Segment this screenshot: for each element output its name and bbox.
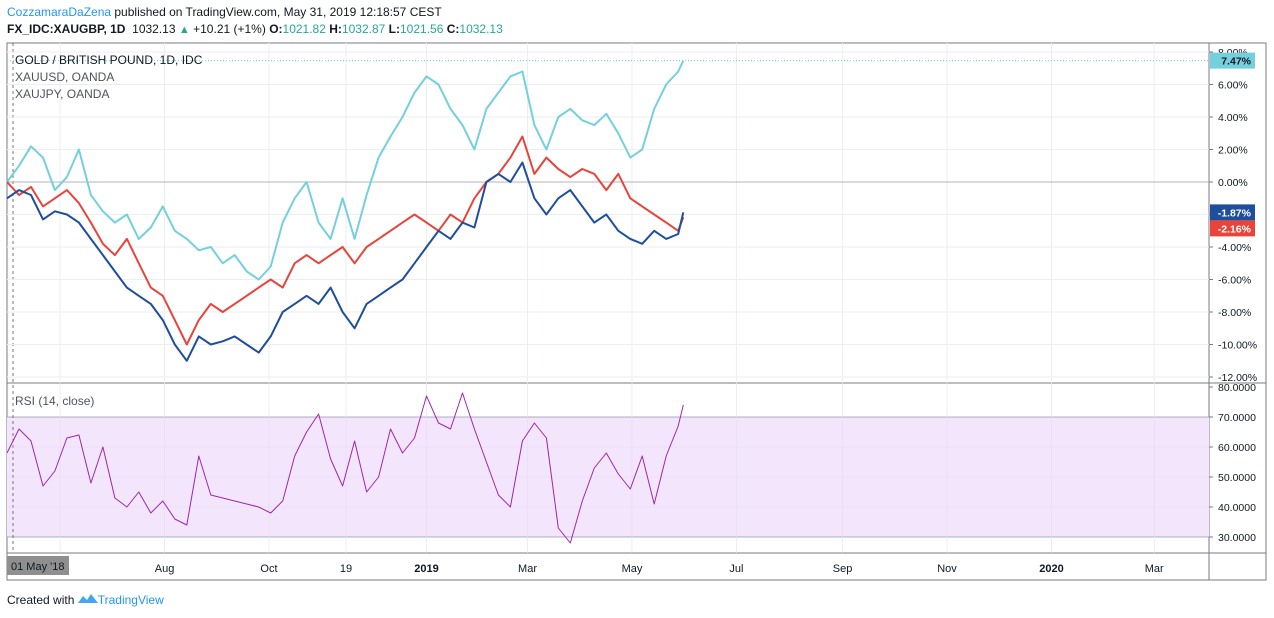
series-line-xaugbp [6, 161, 685, 362]
price-label-xaujpy: 7.47% [1221, 56, 1251, 68]
triangle-up-icon: ▲ [178, 24, 190, 36]
y-tick-label: 6.00% [1218, 80, 1248, 92]
publish-header: CozzamaraDaZena published on TradingView… [7, 5, 442, 19]
high-label: H: [329, 22, 342, 36]
tradingview-logo-icon [77, 594, 98, 603]
high-value: 1032.87 [341, 22, 386, 36]
created-with-label: Created with [7, 593, 75, 607]
x-tick-label: Mar [518, 563, 537, 575]
x-tick-label: 2019 [414, 563, 438, 575]
rsi-y-tick-label: 50.0000 [1218, 472, 1256, 484]
tradingview-link[interactable]: TradingView [97, 593, 164, 607]
x-tick-label: Nov [937, 563, 957, 575]
author-link[interactable]: CozzamaraDaZena [7, 5, 112, 19]
y-tick-label: -8.00% [1218, 307, 1251, 319]
y-tick-label: 8.00% [1218, 47, 1248, 59]
price-change: +10.21 (+1%) [193, 22, 266, 36]
x-tick-label: Mar [1145, 563, 1164, 575]
rsi-y-tick-label: 80.0000 [1218, 382, 1256, 394]
x-tick-label: Jul [729, 563, 743, 575]
x-tick-label: Sep [833, 563, 853, 575]
price-label-xaugbp-bg [1210, 204, 1255, 221]
rsi-y-tick-label: 30.0000 [1218, 532, 1256, 544]
series-line-xauusd [6, 135, 685, 346]
legend-xauusd: XAUUSD, OANDA [15, 70, 114, 84]
y-tick-label: -6.00% [1218, 275, 1251, 287]
x-start-label: 01 May '18 [11, 561, 64, 573]
rsi-y-tick-label: 60.0000 [1218, 442, 1256, 454]
chart-frame [6, 42, 1267, 581]
price-label-xauusd: -2.16% [1218, 223, 1252, 235]
x-tick-label: 19 [340, 563, 352, 575]
x-tick-label: Jun [51, 563, 69, 575]
y-tick-label: 2.00% [1218, 145, 1248, 157]
price-label-xaujpy-bg [1210, 52, 1255, 69]
legend-xaugbp: GOLD / BRITISH POUND, 1D, IDC [15, 53, 203, 67]
x-tick-label: Oct [260, 563, 277, 575]
y-tick-label: 4.00% [1218, 112, 1248, 124]
y-tick-label: -10.00% [1218, 340, 1257, 352]
x-tick-label: May [622, 563, 643, 575]
x-tick-label: Aug [155, 563, 175, 575]
rsi-y-tick-label: 40.0000 [1218, 502, 1256, 514]
published-info: published on TradingView.com, May 31, 20… [111, 5, 442, 19]
symbol-name: FX_IDC:XAUGBP, 1D [7, 22, 126, 36]
y-tick-label: -4.00% [1218, 242, 1251, 254]
y-tick-label: -12.00% [1218, 372, 1257, 384]
last-price: 1032.13 [132, 22, 176, 36]
low-value: 1021.56 [400, 22, 444, 36]
low-label: L: [388, 22, 400, 36]
price-label-xaugbp: -1.87% [1218, 207, 1252, 219]
open-label: O: [269, 22, 283, 36]
series-line-rsi [6, 392, 684, 544]
open-value: 1021.82 [282, 22, 326, 36]
close-label: C: [446, 22, 460, 36]
rsi-y-tick-label: 70.0000 [1218, 412, 1256, 424]
rsi-band [7, 417, 1209, 537]
y-tick-label: -2.00% [1218, 210, 1251, 222]
y-tick-label: 0.00% [1218, 177, 1248, 189]
x-tick-label: 2020 [1039, 563, 1063, 575]
legend-rsi: RSI (14, close) [15, 394, 94, 408]
series-line-xaujpy [6, 60, 685, 281]
symbol-header: FX_IDC:XAUGBP, 1D 1032.13 ▲ +10.21 (+1%)… [7, 22, 503, 36]
footer: Created with TradingView [7, 593, 164, 607]
price-label-xauusd-bg [1210, 220, 1255, 237]
close-value: 1032.13 [459, 22, 503, 36]
x-start-label-bg [7, 556, 69, 575]
legend-xaujpy: XAUJPY, OANDA [15, 87, 109, 101]
